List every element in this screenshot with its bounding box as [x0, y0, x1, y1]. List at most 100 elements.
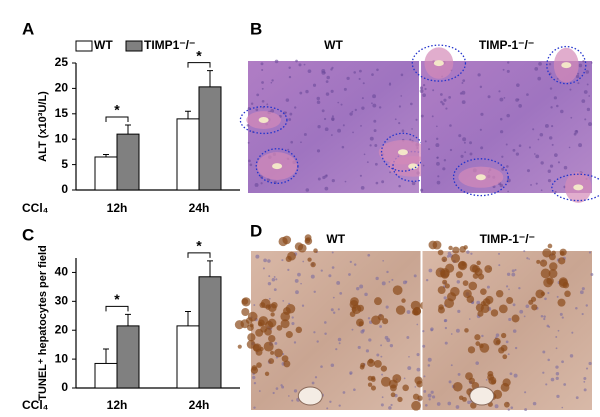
nucleus — [262, 267, 265, 270]
tunel-stain — [276, 325, 283, 331]
nucleus — [273, 288, 277, 292]
nucleus — [373, 129, 377, 133]
tunel-stain — [245, 317, 253, 324]
nucleus — [460, 154, 464, 158]
tunel-stain — [463, 289, 472, 299]
nucleus — [331, 251, 334, 254]
tunel-stain — [285, 255, 292, 262]
nucleus — [407, 366, 412, 371]
nucleus — [568, 146, 571, 149]
nucleus — [427, 364, 431, 367]
bar — [116, 133, 140, 191]
nucleus — [480, 112, 484, 116]
tunel-stain — [294, 242, 304, 251]
nucleus — [329, 400, 332, 403]
nucleus — [518, 104, 522, 108]
tunel-stain — [402, 384, 409, 392]
nucleus — [266, 103, 269, 106]
bar — [176, 325, 200, 389]
tunel-stain — [461, 261, 466, 267]
nucleus — [381, 281, 386, 286]
tunel-stain — [465, 372, 473, 380]
nucleus — [554, 153, 558, 157]
nucleus — [337, 308, 340, 311]
tunel-stain — [498, 304, 508, 314]
nucleus — [555, 376, 559, 381]
x-axis-label: CCl₄ — [22, 398, 49, 412]
panel-letter: D — [250, 221, 262, 240]
vessel — [397, 149, 408, 156]
tunel-stain — [493, 337, 501, 346]
nucleus — [303, 63, 306, 66]
nucleus — [427, 393, 432, 398]
nucleus — [325, 174, 328, 177]
nucleus — [530, 184, 532, 186]
nucleus — [456, 280, 461, 284]
nucleus — [325, 80, 329, 84]
error-bar — [103, 348, 109, 364]
nucleus — [479, 85, 483, 89]
tunel-stain — [495, 289, 504, 298]
nucleus — [354, 108, 357, 112]
nucleus — [406, 335, 410, 339]
tunel-stain — [267, 318, 277, 328]
nucleus — [575, 74, 580, 79]
nucleus — [255, 254, 260, 259]
nucleus — [583, 380, 586, 383]
nucleus — [583, 90, 588, 94]
nucleus — [369, 136, 374, 141]
nucleus — [366, 161, 369, 163]
nucleus — [590, 273, 594, 276]
tunel-stain — [467, 346, 476, 354]
nucleus — [588, 95, 591, 97]
nucleus — [432, 395, 436, 399]
tunel-stain — [392, 374, 402, 383]
nucleus — [371, 73, 374, 76]
nucleus — [540, 189, 543, 192]
nucleus — [281, 385, 285, 389]
nucleus — [381, 180, 385, 184]
tunel-stain — [488, 376, 497, 385]
nucleus — [324, 186, 329, 191]
legend-label: TIMP1⁻/⁻ — [144, 38, 195, 52]
image-caption: TIMP-1⁻/⁻ — [479, 38, 534, 52]
nucleus — [586, 83, 589, 86]
nucleus — [458, 134, 462, 138]
error-bar — [207, 260, 213, 277]
tunel-stain — [258, 316, 269, 326]
tunel-stain — [374, 297, 382, 306]
tunel-stain — [268, 334, 276, 343]
nucleus — [381, 373, 384, 376]
nucleus — [247, 141, 250, 144]
nucleus — [476, 300, 481, 305]
nucleus — [261, 99, 265, 103]
nucleus — [464, 151, 467, 154]
nucleus — [349, 112, 353, 116]
nucleus — [449, 124, 452, 127]
nucleus — [312, 83, 317, 87]
nucleus — [506, 165, 509, 168]
tunel-stain — [255, 328, 264, 337]
nucleus — [401, 129, 405, 133]
legend-swatch — [75, 40, 93, 52]
necrosis-outline — [546, 45, 587, 85]
nucleus — [432, 89, 435, 92]
tunel-stain — [530, 296, 537, 302]
tunel-stain — [442, 279, 448, 285]
nucleus — [288, 66, 291, 69]
nucleus — [410, 102, 413, 106]
nucleus — [443, 296, 447, 300]
nucleus — [436, 156, 439, 159]
nucleus — [373, 119, 377, 123]
nucleus — [361, 97, 364, 100]
tunel-stain — [511, 314, 520, 323]
nucleus — [549, 87, 553, 90]
y-tick-label: 20 — [55, 322, 69, 336]
tunel-stain — [390, 392, 396, 398]
nucleus — [339, 291, 343, 295]
nucleus — [337, 337, 342, 342]
nucleus — [538, 61, 542, 66]
nucleus — [462, 137, 467, 142]
nucleus — [281, 259, 284, 262]
nucleus — [342, 391, 346, 394]
